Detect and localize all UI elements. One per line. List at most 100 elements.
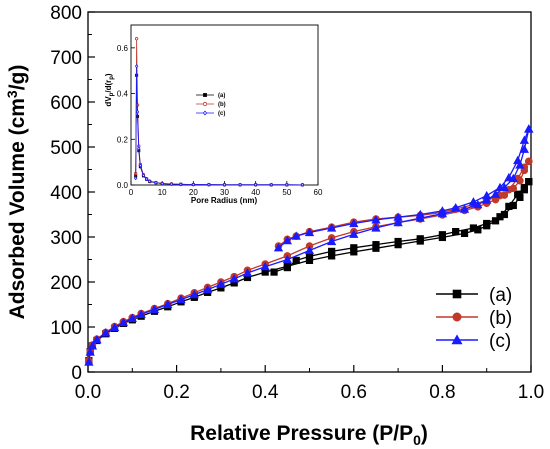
- main-y-axis-title-text: Adsorbed Volume (cm: [6, 98, 29, 319]
- data-point: [163, 299, 173, 309]
- data-point: [482, 195, 492, 204]
- data-point: [525, 178, 533, 186]
- inset-data-point: [238, 182, 242, 187]
- inset-y-tick-label: 0.4: [117, 90, 129, 99]
- main-y-ticks: 0 100 200 300 400 500 600 700 800: [50, 3, 95, 384]
- main-x-tick-label: 0.2: [163, 382, 189, 403]
- inset-y-axis-title: dVp/d(rp): [104, 73, 115, 106]
- main-y-tick-label: 400: [50, 183, 82, 204]
- main-y-tick-label: 800: [50, 3, 82, 24]
- data-point: [127, 313, 137, 323]
- inset-data-point: [135, 109, 140, 114]
- inset-data-point: [300, 182, 305, 187]
- inset-legend: (a) (b) (c): [196, 93, 226, 117]
- main-x-tick-label: 0.4: [252, 382, 279, 403]
- main-y-tick-label: 0: [71, 363, 82, 384]
- inset-data-point: [137, 146, 141, 151]
- data-point: [393, 217, 403, 227]
- data-point: [270, 268, 278, 276]
- inset-y-axis-title-sub2: p: [109, 76, 115, 80]
- data-point: [451, 203, 461, 212]
- data-point: [415, 209, 425, 219]
- series-3: [84, 124, 534, 366]
- data-point: [327, 236, 337, 246]
- data-point: [490, 189, 501, 198]
- data-point: [304, 245, 315, 255]
- data-point: [483, 219, 491, 228]
- main-legend: (a)(b)(c): [436, 285, 512, 352]
- inset-data-point: [253, 182, 258, 187]
- data-point: [87, 341, 98, 350]
- inset-series: [133, 37, 305, 187]
- data-point: [505, 202, 513, 211]
- data-point: [282, 235, 292, 245]
- data-point: [189, 289, 199, 299]
- main-plot: 0.0 0.2 0.4 0.6 0.8 1.0 010020030040050060070…: [4, 3, 544, 448]
- data-point: [519, 135, 529, 144]
- inset-x-tick-label: 0: [129, 188, 134, 197]
- data-point: [85, 347, 95, 356]
- inset-data-point: [207, 182, 211, 187]
- inset-x-tick-label: 60: [314, 188, 323, 197]
- inset-legend-label: (c): [218, 111, 225, 117]
- data-point: [282, 254, 292, 264]
- data-point: [437, 206, 448, 215]
- inset-legend-marker: [202, 110, 208, 116]
- data-point: [515, 160, 525, 169]
- inset-data-point: [141, 173, 146, 178]
- main-y-tick-label: 100: [50, 318, 82, 339]
- data-point: [350, 244, 358, 252]
- inset-data-point: [144, 176, 149, 182]
- data-point: [216, 279, 226, 288]
- data-point: [109, 322, 120, 332]
- data-point: [416, 235, 424, 243]
- main-y-tick-label: 600: [50, 93, 82, 114]
- main-x-axis-title-tail: ): [421, 422, 428, 445]
- data-point: [260, 261, 270, 271]
- inset-x-tick-label: 10: [158, 188, 167, 197]
- inset-data-point: [147, 179, 152, 184]
- inset-legend-marker: [203, 93, 207, 97]
- main-x-tick-label: 0.0: [75, 382, 101, 403]
- inset-x-tick-label: 40: [251, 188, 260, 197]
- data-point: [304, 227, 315, 237]
- inset-data-point: [134, 64, 139, 69]
- data-point: [229, 274, 239, 283]
- data-point: [504, 172, 514, 182]
- inset-series-3: [133, 64, 305, 187]
- data-point: [118, 317, 129, 327]
- main-x-axis-title-sub: 0: [413, 432, 421, 448]
- inset-legend-marker: [202, 101, 208, 107]
- data-point: [101, 328, 111, 337]
- data-point: [393, 212, 403, 221]
- data-point: [273, 243, 284, 252]
- data-point: [371, 215, 381, 224]
- data-point: [328, 247, 336, 256]
- legend-marker: [451, 334, 463, 345]
- data-point: [469, 224, 478, 232]
- main-y-tick-label: 700: [50, 48, 82, 69]
- inset-x-tick-label: 50: [282, 188, 291, 197]
- legend-marker: [452, 312, 462, 322]
- main-y-tick-label: 200: [50, 273, 82, 294]
- data-point: [438, 231, 447, 239]
- main-y-axis-title-sup: 3: [4, 90, 20, 98]
- inset-series-3-line: [135, 66, 303, 186]
- data-point: [496, 213, 504, 221]
- data-point: [291, 231, 301, 240]
- inset-y-axis-title-mid: /d(r: [104, 80, 113, 93]
- inset-y-axis-title-text: dV: [104, 96, 113, 107]
- data-point: [242, 268, 253, 277]
- data-point: [371, 223, 381, 232]
- main-x-tick-label: 0.6: [341, 382, 367, 403]
- inset-y-axis-title-tail: ): [104, 73, 113, 76]
- data-point: [513, 155, 523, 165]
- inset-data-point: [134, 37, 139, 41]
- inset-data-point: [222, 182, 227, 187]
- data-point: [524, 124, 534, 133]
- inset-plot-frame: [130, 24, 319, 186]
- legend-label: (b): [489, 308, 512, 329]
- main-y-tick-label: 500: [50, 138, 82, 159]
- data-point: [482, 190, 492, 200]
